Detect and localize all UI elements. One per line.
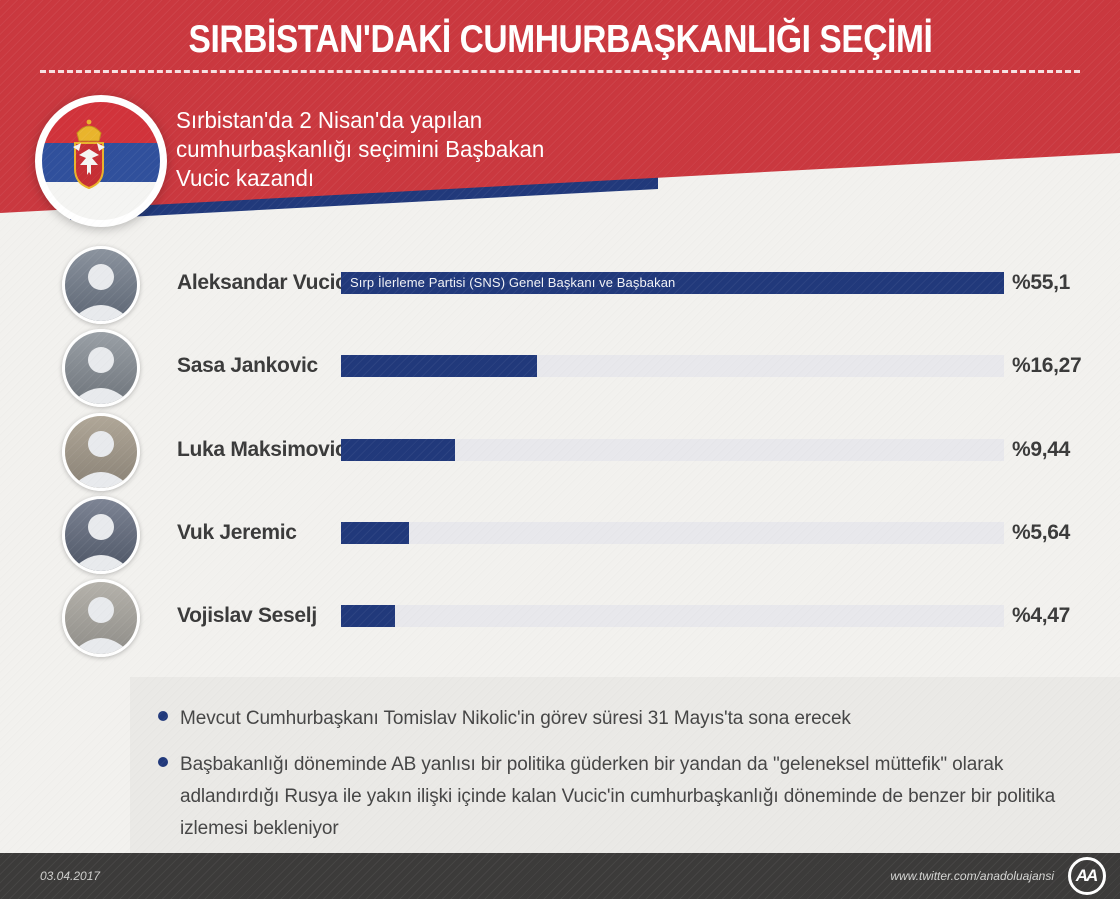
hero-subtitle-line: Sırbistan'da 2 Nisan'da yapılan [176,107,483,133]
note-item: Başbakanlığı döneminde AB yanlısı bir po… [158,749,1090,845]
bar-track [341,439,1004,461]
footer-date: 03.04.2017 [40,869,101,883]
candidate-name: Sasa Jankovic [177,354,318,377]
note-text: Mevcut Cumhurbaşkanı Tomislav Nikolic'in… [180,708,851,729]
hero-subtitle-line: cumhurbaşkanlığı seçimini Başbakan [176,136,545,162]
value-label: %9,44 [1012,438,1071,461]
bar-track [341,355,1004,377]
candidate-name: Vojislav Seselj [177,604,317,627]
value-label: %4,47 [1012,604,1071,627]
value-label: %55,1 [1012,271,1071,294]
candidate-name: Aleksandar Vucic [177,271,347,294]
notes-box: Mevcut Cumhurbaşkanı Tomislav Nikolic'in… [130,677,1120,853]
footer-source-url: www.twitter.com/anadoluajansi [890,869,1054,883]
value-label: %5,64 [1012,521,1071,544]
title-wrap: SIRBİSTAN'DAKİ CUMHURBAŞKANLIĞI SEÇİMİ [0,18,1120,62]
bullet-dot-icon [158,711,168,721]
candidate-photo [62,496,140,574]
bullet-dot-icon [158,757,168,767]
candidate-row: Vuk Jeremic %5,64 [0,496,1120,574]
candidate-row: Vojislav Seselj %4,47 [0,579,1120,657]
footer-bar: 03.04.2017 www.twitter.com/anadoluajansi… [0,853,1120,899]
note-text: Başbakanlığı döneminde AB yanlısı bir po… [180,754,1056,839]
bar-track [341,522,1004,544]
candidate-photo [62,413,140,491]
bar-track: Sırp İlerleme Partisi (SNS) Genel Başkan… [341,272,1004,294]
serbia-flag-icon [35,95,167,227]
note-item: Mevcut Cumhurbaşkanı Tomislav Nikolic'in… [158,703,1090,735]
candidate-photo [62,329,140,407]
anadolu-agency-logo: AA [1068,857,1106,895]
hero-subtitle: Sırbistan'da 2 Nisan'da yapılan cumhurba… [176,106,544,193]
bar-fill [341,522,409,544]
hero-subtitle-line: Vucic kazandı [176,165,315,191]
candidate-row: Luka Maksimovic %9,44 [0,413,1120,491]
title-divider [40,70,1080,73]
page-title: SIRBİSTAN'DAKİ CUMHURBAŞKANLIĞI SEÇİMİ [188,18,932,61]
footer-right: www.twitter.com/anadoluajansi AA [890,857,1106,895]
hero-banner: SIRBİSTAN'DAKİ CUMHURBAŞKANLIĞI SEÇİMİ S… [0,0,1120,213]
bar-fill: Sırp İlerleme Partisi (SNS) Genel Başkan… [341,272,1004,294]
bar-fill [341,355,537,377]
bar-fill [341,439,455,461]
candidate-photo [62,579,140,657]
candidate-name: Vuk Jeremic [177,521,297,544]
candidate-row: Aleksandar Vucic Sırp İlerleme Partisi (… [0,246,1120,324]
bar-annotation: Sırp İlerleme Partisi (SNS) Genel Başkan… [350,275,676,290]
bar-fill [341,605,395,627]
candidate-photo [62,246,140,324]
value-label: %16,27 [1012,354,1082,377]
candidate-name: Luka Maksimovic [177,438,347,461]
candidate-row: Sasa Jankovic %16,27 [0,329,1120,407]
serbia-coat-of-arms [73,119,105,190]
bar-track [341,605,1004,627]
